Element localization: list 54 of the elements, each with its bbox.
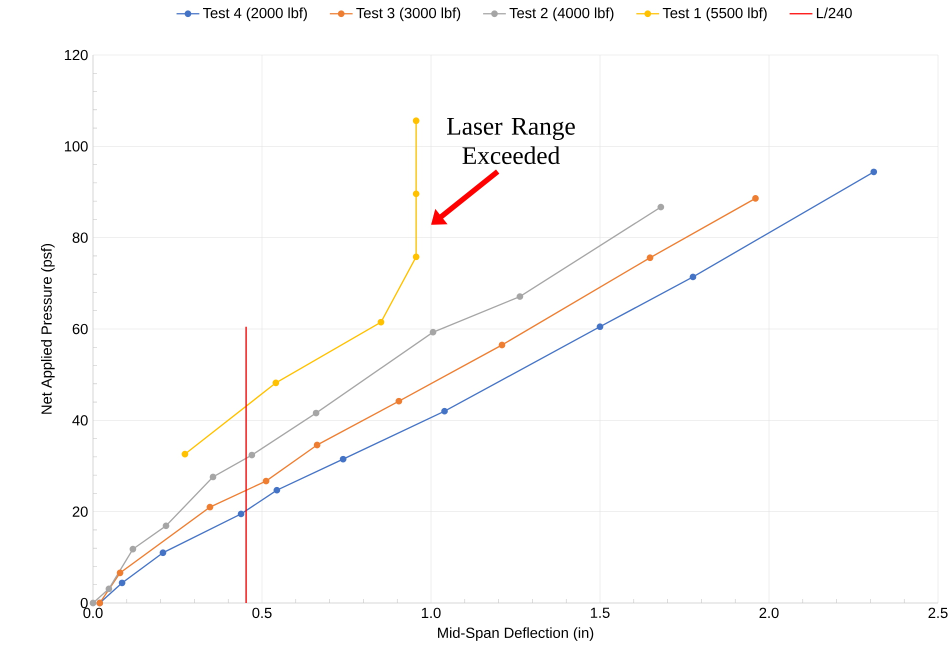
y-tick-label: 80 — [72, 232, 88, 243]
point — [272, 380, 280, 386]
x-tick-label: 2.0 — [760, 608, 779, 618]
y-axis-title: Net Applied Pressure (psf) — [41, 244, 55, 414]
y-tick-label: 60 — [72, 324, 88, 334]
point — [340, 456, 346, 462]
point — [596, 323, 604, 330]
y-tick-label: 120 — [64, 50, 88, 60]
point — [870, 168, 878, 176]
point — [262, 478, 270, 484]
y-tick-label: 40 — [72, 415, 88, 426]
point — [274, 486, 280, 494]
point — [516, 293, 524, 300]
point — [248, 452, 256, 458]
x-tick-label: 1.5 — [590, 608, 610, 618]
point — [130, 546, 136, 552]
point — [90, 600, 96, 606]
y-tick-label: 0 — [80, 598, 88, 608]
point — [378, 318, 384, 326]
point — [690, 274, 696, 280]
point — [658, 204, 664, 210]
point — [498, 342, 506, 348]
point — [206, 504, 214, 510]
x-tick-label: 0.5 — [252, 608, 272, 618]
point — [162, 522, 170, 530]
y-tick-label: 100 — [64, 141, 88, 152]
point — [210, 474, 216, 480]
x-tick-label: 2.5 — [928, 608, 948, 618]
point — [441, 408, 448, 415]
legend-label: L/240 — [816, 7, 852, 18]
point — [314, 442, 320, 448]
legend-label: Test 3 (3000 lbf) — [356, 7, 460, 22]
point — [430, 328, 436, 336]
x-axis-title: Mid-Span Deflection (in) — [438, 627, 594, 641]
point — [646, 254, 654, 262]
annotation: Laser Range Exceeded — [447, 118, 575, 164]
point — [182, 450, 188, 458]
x-tick-label: 1.0 — [422, 608, 441, 618]
point — [160, 549, 166, 556]
x-tick-label: 0.0 — [83, 608, 103, 618]
point — [116, 570, 124, 576]
legend-label: Test 4 (2000 lbf) — [203, 7, 307, 22]
point — [238, 510, 244, 518]
point — [752, 195, 759, 202]
point — [412, 190, 420, 198]
point — [396, 398, 402, 404]
legend-label: Test 2 (4000 lbf) — [510, 7, 614, 22]
point — [106, 586, 112, 592]
legend-label: Test 1 (5500 lbf) — [662, 7, 767, 22]
point — [312, 410, 320, 416]
point — [118, 580, 126, 586]
y-tick-label: 20 — [72, 506, 88, 517]
point — [412, 254, 420, 260]
point — [412, 117, 420, 124]
